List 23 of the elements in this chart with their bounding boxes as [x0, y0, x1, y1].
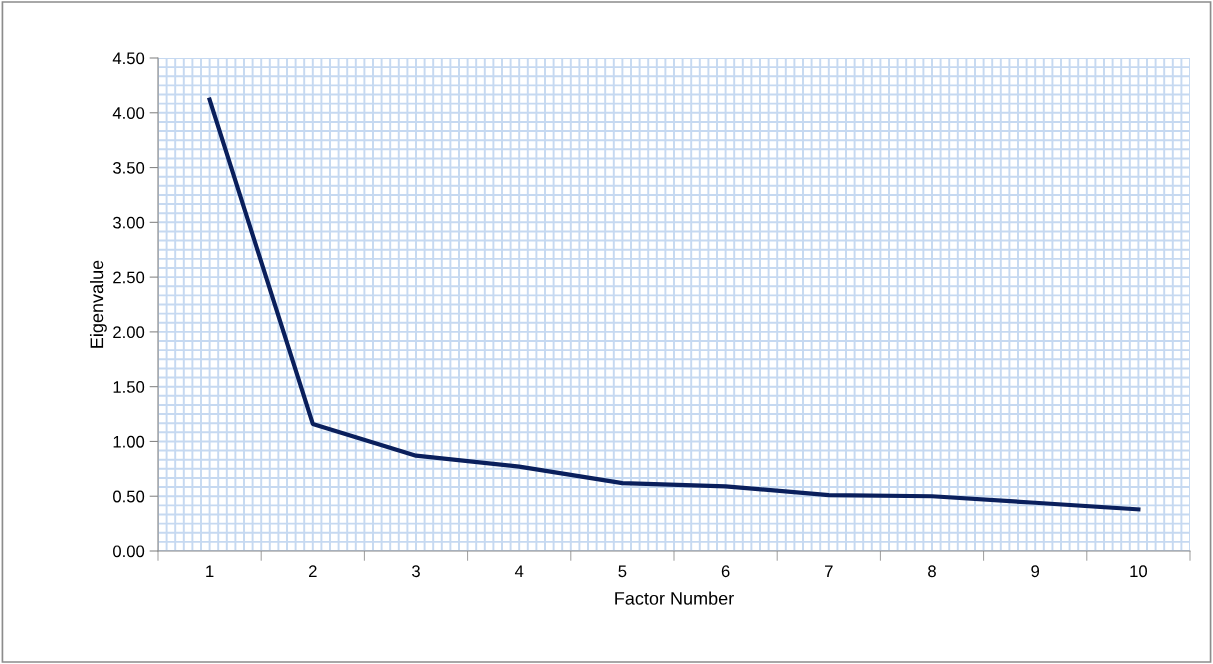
y-tick-label: 2.00: [113, 326, 145, 339]
x-tick-label: 8: [928, 565, 936, 578]
x-tick-label: 1: [206, 565, 214, 577]
x-tick-label: 10: [1130, 565, 1148, 578]
y-tick-label: 0.00: [113, 545, 145, 558]
y-tick-label: 2.50: [113, 271, 145, 284]
line-series: [207, 97, 1141, 512]
y-tick-label: 4.50: [112, 52, 145, 65]
y-tick-label: 1.00: [113, 435, 145, 448]
x-axis-title: Factor Number: [615, 591, 734, 605]
x-tick-label: 4: [514, 565, 524, 577]
y-tick-label: 4.00: [112, 107, 145, 119]
x-tick-label: 2: [309, 565, 317, 577]
y-tick-label: 0.50: [113, 490, 145, 503]
x-tick-label: 3: [412, 565, 420, 578]
x-tick-label: 9: [1031, 565, 1040, 578]
y-tick-label: 1.50: [113, 381, 145, 393]
y-axis-title: Eigenvalue: [89, 260, 107, 348]
x-tick-label: 7: [825, 565, 833, 577]
x-tick-label: 5: [618, 565, 627, 578]
x-tick-label: 6: [721, 565, 730, 578]
y-tick-label: 3.00: [113, 216, 145, 229]
y-tick-label: 3.50: [113, 161, 145, 174]
